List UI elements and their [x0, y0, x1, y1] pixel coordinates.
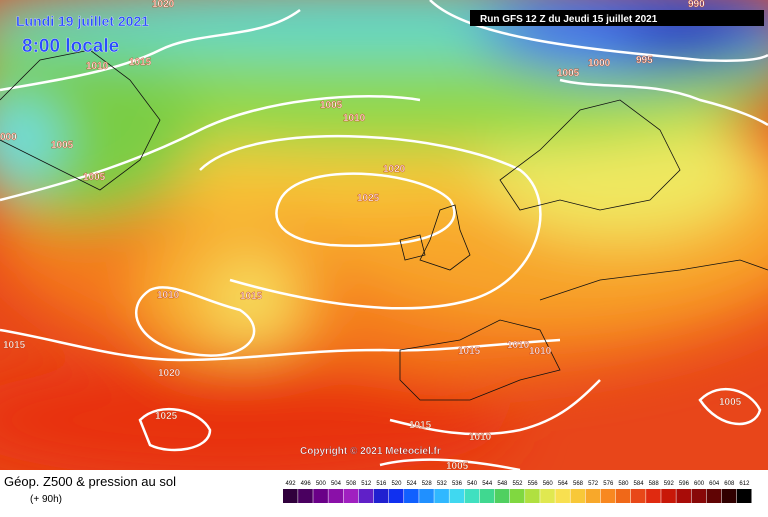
- scale-label: 568: [573, 481, 584, 487]
- scale-swatch: [358, 489, 374, 503]
- scale-label: 508: [346, 481, 357, 487]
- scale-label: 544: [482, 481, 493, 487]
- scale-swatch: [646, 489, 661, 503]
- scale-swatch: [464, 489, 480, 503]
- scale-swatch: [373, 489, 389, 503]
- scale-label: 604: [709, 481, 720, 487]
- isobar-label: 1015: [240, 291, 263, 302]
- scale-swatch: [600, 489, 616, 503]
- time-label: 8:00 locale: [22, 36, 119, 57]
- scale-swatch: [721, 489, 737, 503]
- scale-label: 608: [724, 481, 735, 487]
- scale-swatch: [661, 489, 676, 503]
- scale-label: 592: [664, 481, 675, 487]
- isobar-label: 990: [688, 0, 705, 10]
- scale-label: 540: [467, 481, 478, 487]
- scale-swatch: [343, 489, 359, 503]
- isobar-label: 1005: [320, 100, 343, 111]
- scale-label: 532: [437, 481, 448, 487]
- isobar-label: 1015: [129, 57, 152, 68]
- scale-swatch: [691, 489, 707, 503]
- isobar-label: 1020: [383, 164, 406, 175]
- scale-swatch: [555, 489, 570, 503]
- scale-swatch: [494, 489, 510, 503]
- scale-swatch: [434, 489, 449, 503]
- scale-swatch: [525, 489, 540, 503]
- scale-swatch: [328, 489, 344, 503]
- scale-swatch: [388, 489, 404, 503]
- scale-swatch: [419, 489, 434, 503]
- scale-label: 536: [452, 481, 463, 487]
- isobar-label: 1010: [529, 346, 552, 357]
- scale-label: 580: [618, 481, 629, 487]
- scale-swatch: [570, 489, 586, 503]
- isobar-label: 1010: [86, 61, 109, 72]
- scale-swatch: [479, 489, 495, 503]
- isobar-label: 1010: [469, 432, 492, 443]
- scale-label: 596: [679, 481, 690, 487]
- scale-label: 500: [316, 481, 327, 487]
- legend-title: Géop. Z500 & pression au sol: [4, 474, 176, 489]
- isobar-label: 1010: [343, 113, 366, 124]
- isobar-label: 1005: [51, 140, 74, 151]
- isobar-label: 1020: [158, 368, 181, 379]
- scale-label: 512: [361, 481, 372, 487]
- scale-swatch: [615, 489, 631, 503]
- isobar-label: 1015: [458, 346, 481, 357]
- scale-swatch: [585, 489, 601, 503]
- scale-swatch: [736, 489, 752, 503]
- isobar-label: 1005: [83, 172, 106, 183]
- scale-label: 528: [422, 481, 433, 487]
- run-label: Run GFS 12 Z du Jeudi 15 juillet 2021: [480, 14, 658, 25]
- isobar-label: 1015: [3, 340, 26, 351]
- scale-label: 552: [512, 481, 523, 487]
- scale-swatch: [404, 489, 419, 503]
- scale-label: 584: [634, 481, 645, 487]
- isobar-label: 1025: [155, 411, 178, 422]
- scale-label: 548: [497, 481, 508, 487]
- scale-label: 520: [391, 481, 402, 487]
- scale-label: 496: [301, 481, 312, 487]
- scale-label: 504: [331, 481, 342, 487]
- isobar-label: 1025: [357, 193, 380, 204]
- scale-swatch: [313, 489, 328, 503]
- scale-label: 600: [694, 481, 705, 487]
- field: [0, 0, 768, 470]
- scale-swatch: [449, 489, 465, 503]
- isobar-label: 1015: [409, 420, 432, 431]
- scale-label: 492: [286, 481, 297, 487]
- isobar-label: 1005: [446, 461, 469, 472]
- isobar-label: 1005: [557, 68, 580, 79]
- isobar-label: 1010: [507, 340, 530, 351]
- scale-label: 524: [407, 481, 418, 487]
- copyright: Copyright © 2021 Meteociel.fr: [300, 446, 441, 457]
- scale-label: 516: [376, 481, 387, 487]
- scale-label: 564: [558, 481, 569, 487]
- isobar-label: 1010: [157, 290, 180, 301]
- scale-swatch: [706, 489, 722, 503]
- isobar-label: 1000: [588, 58, 611, 69]
- scale-swatch: [298, 489, 313, 503]
- legend-lead: (+ 90h): [30, 494, 62, 505]
- date-label: Lundi 19 juillet 2021: [16, 13, 149, 29]
- scale-swatch: [283, 489, 298, 503]
- scale-swatch: [676, 489, 691, 503]
- scale-swatch: [540, 489, 555, 503]
- run-box: [470, 10, 764, 26]
- scale-label: 576: [603, 481, 614, 487]
- scale-swatch: [630, 489, 646, 503]
- scale-label: 588: [649, 481, 660, 487]
- isobar-label: 1020: [152, 0, 175, 10]
- isobar-label: 995: [636, 55, 653, 66]
- scale-label: 556: [528, 481, 539, 487]
- isobar-label: 1005: [719, 397, 742, 408]
- scale-label: 572: [588, 481, 599, 487]
- isobar-label: 000: [0, 132, 17, 143]
- scale-label: 612: [739, 481, 750, 487]
- scale-swatch: [509, 489, 525, 503]
- scale-label: 560: [543, 481, 554, 487]
